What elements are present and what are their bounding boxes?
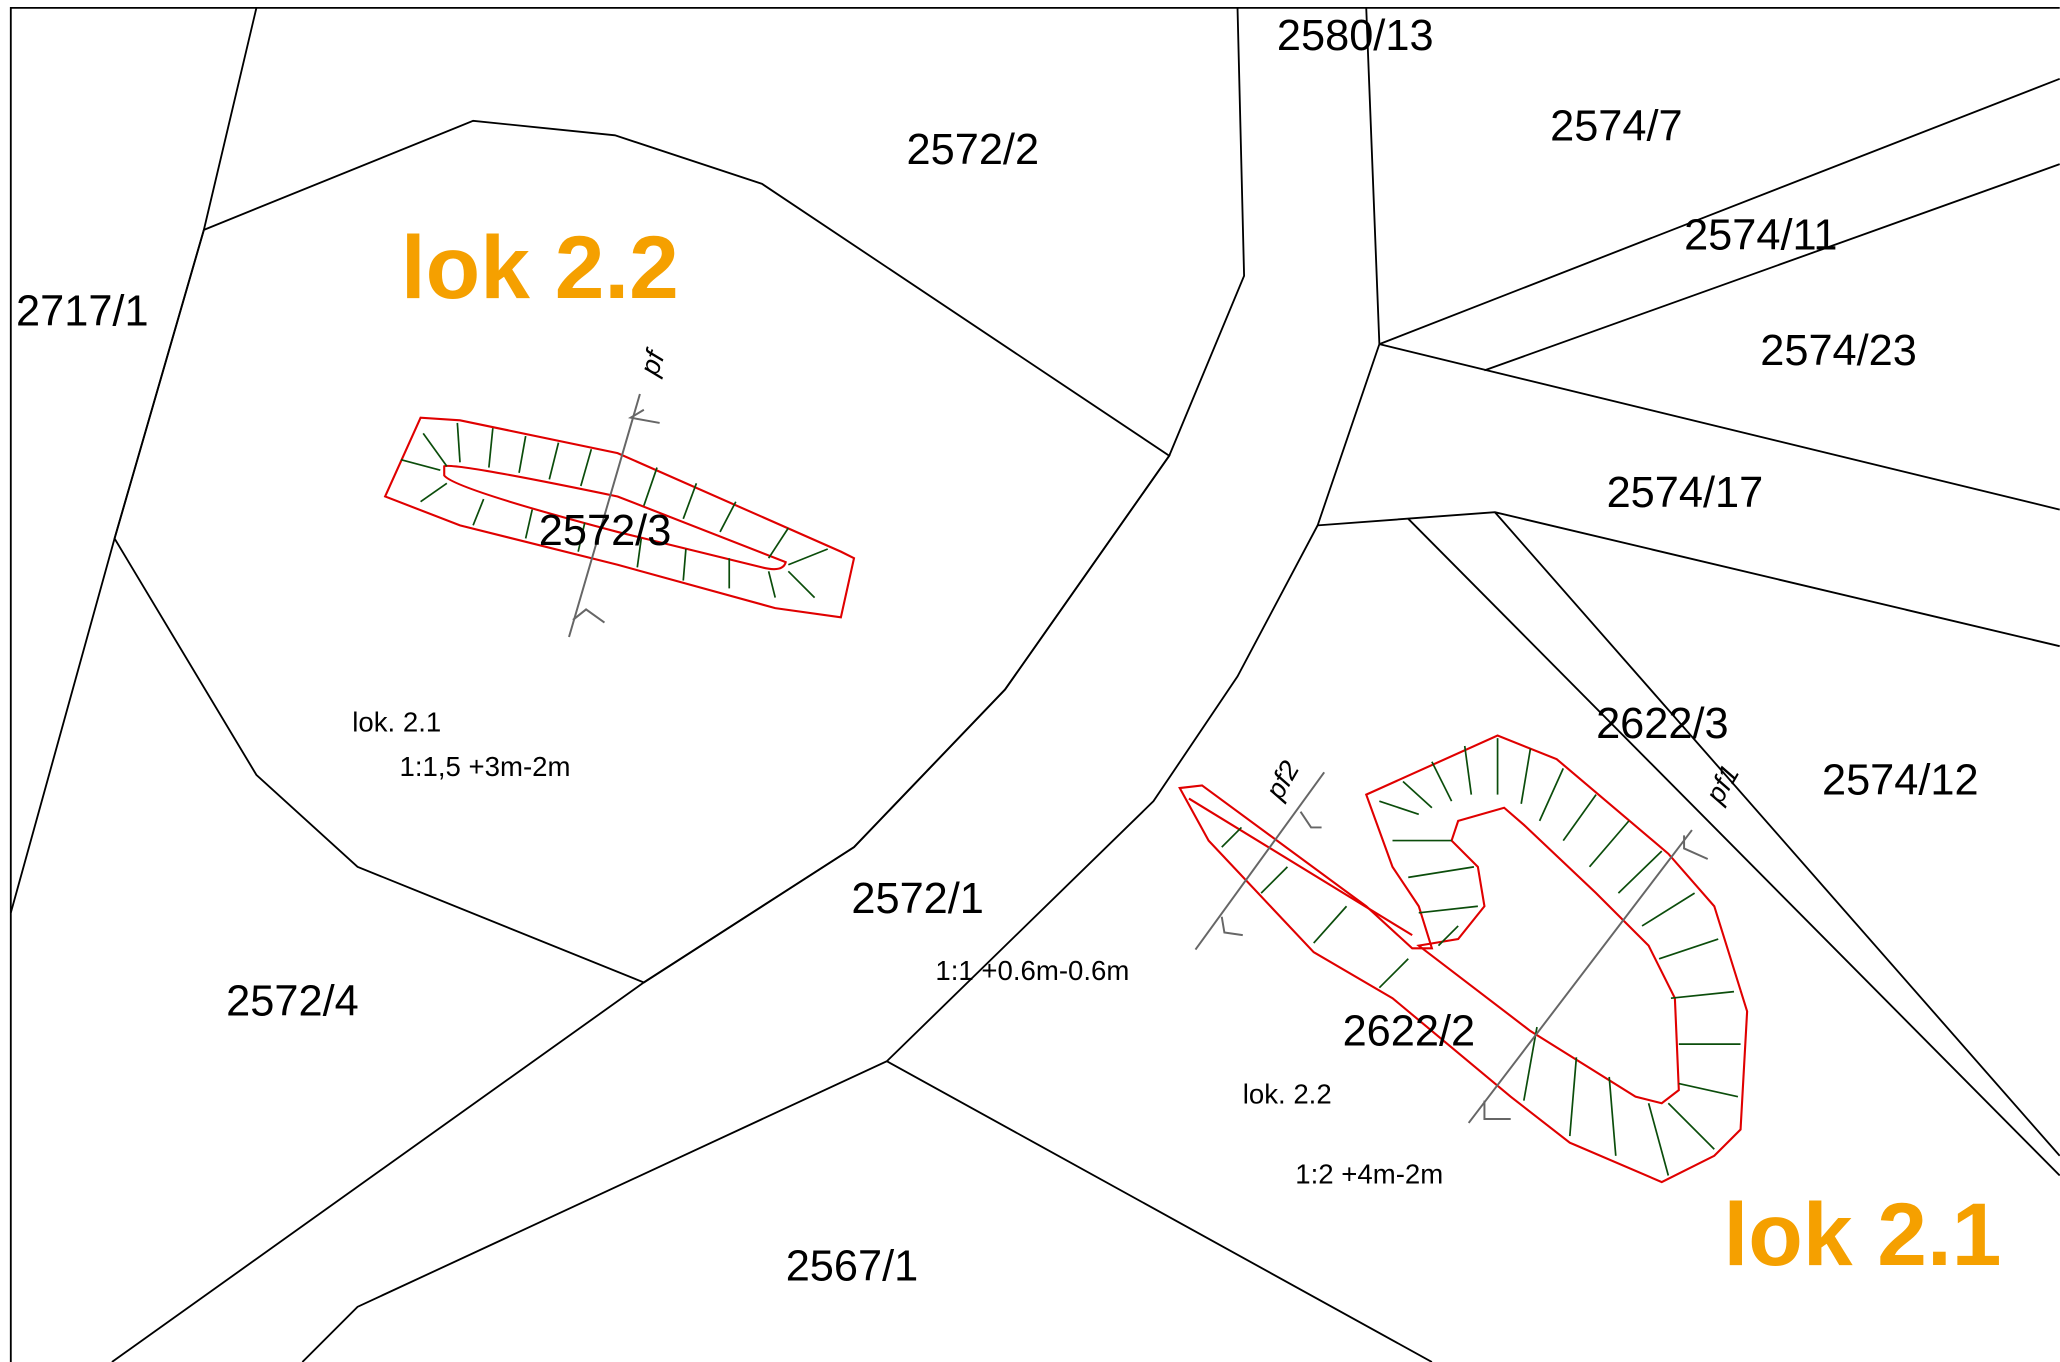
- annotation: 1:2 +4m-2m: [1295, 1158, 1443, 1189]
- parcel-label: 2574/17: [1607, 469, 1764, 517]
- slope-lok-2-1: [1178, 734, 1749, 1184]
- profile-label: pf: [633, 344, 671, 380]
- parcel-label: 2572/1: [851, 875, 984, 923]
- parcel-label: 2622/2: [1343, 1007, 1476, 1055]
- locality-title: lok 2.2: [401, 217, 679, 317]
- parcel-label: 2580/13: [1277, 12, 1434, 60]
- slope-lok-2-2: [383, 416, 856, 619]
- profile-label: pf2: [1259, 755, 1306, 805]
- parcel-label: 2572/4: [226, 977, 359, 1025]
- parcel-boundaries: [9, 6, 2060, 1362]
- parcel-label: 2572/2: [907, 126, 1040, 174]
- annotation: lok. 2.1: [352, 707, 441, 738]
- profile-lines: [568, 393, 1709, 1124]
- parcel-label: 2572/3: [539, 507, 672, 555]
- parcel-label: 2717/1: [16, 288, 149, 336]
- parcel-label: 2574/11: [1684, 212, 1837, 260]
- parcel-label: 2574/7: [1550, 103, 1683, 151]
- labels: 2580/13 2574/7 2572/2 2574/11 2717/1 257…: [16, 12, 2001, 1291]
- parcel-label: 2574/23: [1760, 327, 1917, 375]
- parcel-label: 2574/12: [1822, 757, 1979, 805]
- annotation: 1:1 +0.6m-0.6m: [935, 955, 1129, 986]
- locality-title: lok 2.1: [1723, 1184, 2001, 1284]
- annotation: 1:1,5 +3m-2m: [400, 751, 571, 782]
- parcel-label: 2622/3: [1596, 700, 1729, 748]
- profile-label: pf1: [1699, 759, 1746, 809]
- annotation: lok. 2.2: [1243, 1078, 1332, 1109]
- parcel-label: 2567/1: [786, 1243, 919, 1291]
